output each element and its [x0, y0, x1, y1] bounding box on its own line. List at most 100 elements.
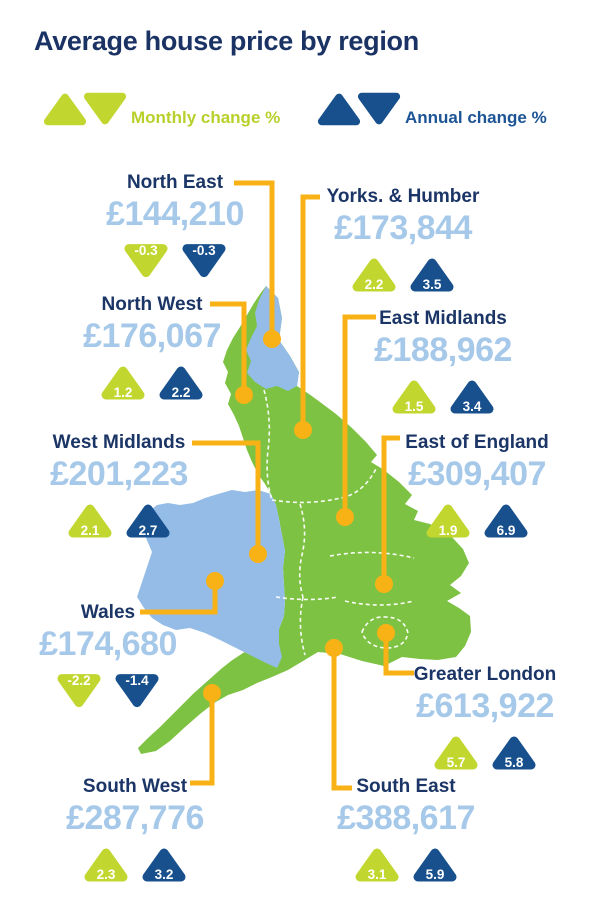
- monthly-change-value: 1.5: [404, 399, 424, 414]
- annual-change-triangle: 3.4: [448, 376, 496, 416]
- region-price: £201,223: [50, 455, 188, 493]
- monthly-change-triangle: 1.5: [390, 376, 438, 416]
- connector-west-midlands: [192, 440, 261, 554]
- map-dot-north-east: [263, 330, 281, 348]
- monthly-change-value: 1.9: [438, 523, 458, 538]
- triangle-icon: [126, 504, 170, 538]
- map-dot-north-west: [235, 386, 253, 404]
- annual-change-value: -0.3: [192, 243, 216, 258]
- connector-wales: [140, 581, 218, 615]
- triangle-icon: [426, 504, 470, 538]
- region-border-london: [361, 616, 409, 649]
- annual-change-value: 2.7: [138, 523, 158, 538]
- region-changes: 1.5 3.4: [360, 376, 526, 416]
- triangle-icon: [355, 848, 399, 882]
- region-name: West Midlands: [52, 432, 186, 453]
- region-border: [298, 503, 306, 598]
- annual-change-value: 3.4: [462, 399, 482, 414]
- monthly-change-triangle: 1.9: [424, 500, 472, 540]
- triangle-icon: [182, 244, 226, 278]
- monthly-change-triangle: 2.2: [350, 254, 398, 294]
- monthly-up-triangle-icon: [43, 93, 87, 126]
- monthly-change-triangle: 1.2: [99, 362, 147, 402]
- annual-change-triangle: -1.4: [113, 670, 161, 710]
- annual-change-triangle: 3.2: [140, 844, 188, 884]
- monthly-change-triangle: -0.3: [122, 240, 170, 280]
- region-callout-north-west: North West £176,067 1.2 2.2: [47, 294, 257, 402]
- connector-north-west: [210, 301, 247, 395]
- region-changes: 3.1 5.9: [318, 844, 494, 884]
- triangle-icon: [352, 258, 396, 292]
- connector-north-east: [234, 180, 275, 339]
- region-price: £613,922: [416, 687, 554, 725]
- region-changes: 2.2 3.5: [318, 254, 488, 294]
- annual-change-triangle: 6.9: [482, 500, 530, 540]
- region-price: £388,617: [337, 799, 475, 837]
- triangle-icon: [124, 244, 168, 278]
- region-changes: 5.7 5.8: [398, 732, 572, 772]
- region-price: £174,680: [39, 625, 177, 663]
- annual-change-value: 2.2: [171, 385, 191, 400]
- map-dot-south-east: [325, 639, 343, 657]
- map-dot-south-west: [203, 684, 221, 702]
- region-callout-wales: Wales £174,680 -2.2 -1.4: [22, 602, 194, 710]
- triangle-icon: [450, 380, 494, 414]
- region-changes: 1.2 2.2: [47, 362, 257, 402]
- region-callout-south-west: South West £287,776 2.3 3.2: [42, 776, 228, 884]
- region-name: East Midlands: [379, 308, 507, 329]
- connector-south-east: [331, 648, 352, 791]
- region-price: £144,210: [106, 195, 244, 233]
- annual-up-triangle-icon: [317, 93, 361, 126]
- region-changes: 2.3 3.2: [42, 844, 228, 884]
- monthly-change-value: 2.1: [80, 523, 100, 538]
- monthly-change-value: 3.1: [367, 867, 387, 882]
- triangle-icon: [434, 736, 478, 770]
- monthly-change-value: -2.2: [67, 673, 91, 688]
- triangle-icon: [484, 504, 528, 538]
- region-changes: 2.1 2.7: [28, 500, 210, 540]
- annual-change-value: 3.5: [422, 277, 442, 292]
- region-name: South East: [356, 776, 456, 797]
- triangle-icon: [410, 258, 454, 292]
- region-callout-east-of-england: East of England £309,407 1.9 6.9: [390, 432, 564, 540]
- region-callout-north-east: North East £144,210 -0.3 -0.3: [70, 172, 280, 280]
- legend-monthly: Monthly change %: [42, 88, 280, 130]
- legend-annual: Annual change %: [316, 88, 547, 130]
- region-border: [329, 551, 415, 559]
- region-name: Yorks. & Humber: [326, 186, 480, 207]
- annual-change-value: 5.9: [425, 867, 445, 882]
- annual-change-value: 6.9: [496, 523, 516, 538]
- region-name: South West: [82, 776, 188, 797]
- monthly-change-triangle: 5.7: [432, 732, 480, 772]
- monthly-change-value: -0.3: [134, 243, 158, 258]
- legend-annual-label: Annual change %: [405, 108, 547, 127]
- triangle-icon: [115, 674, 159, 708]
- legend-monthly-label: Monthly change %: [131, 108, 281, 127]
- connector-yorks-humber: [300, 194, 320, 430]
- region-changes: -2.2 -1.4: [22, 670, 194, 710]
- region-price: £173,844: [334, 209, 472, 247]
- annual-change-triangle: 5.8: [490, 732, 538, 772]
- map-dot-wales: [206, 572, 224, 590]
- triangle-icon: [159, 366, 203, 400]
- region-name: Greater London: [413, 664, 557, 685]
- page-title: Average house price by region: [34, 26, 419, 56]
- annual-change-value: 5.8: [504, 755, 524, 770]
- annual-change-triangle: 5.9: [411, 844, 459, 884]
- region-changes: 1.9 6.9: [390, 500, 564, 540]
- monthly-change-triangle: 2.1: [66, 500, 114, 540]
- region-price: £309,407: [408, 455, 546, 493]
- region-price: £188,962: [374, 331, 512, 369]
- region-name: North West: [101, 294, 203, 315]
- region-price: £176,067: [83, 317, 221, 355]
- monthly-change-triangle: -2.2: [55, 670, 103, 710]
- triangle-icon: [492, 736, 536, 770]
- monthly-change-triangle: 2.3: [82, 844, 130, 884]
- region-callout-yorks-humber: Yorks. & Humber £173,844 2.2 3.5: [318, 186, 488, 294]
- triangle-icon: [101, 366, 145, 400]
- triangle-icon: [57, 674, 101, 708]
- map-dot-east-of-england: [375, 575, 393, 593]
- region-border: [344, 600, 415, 606]
